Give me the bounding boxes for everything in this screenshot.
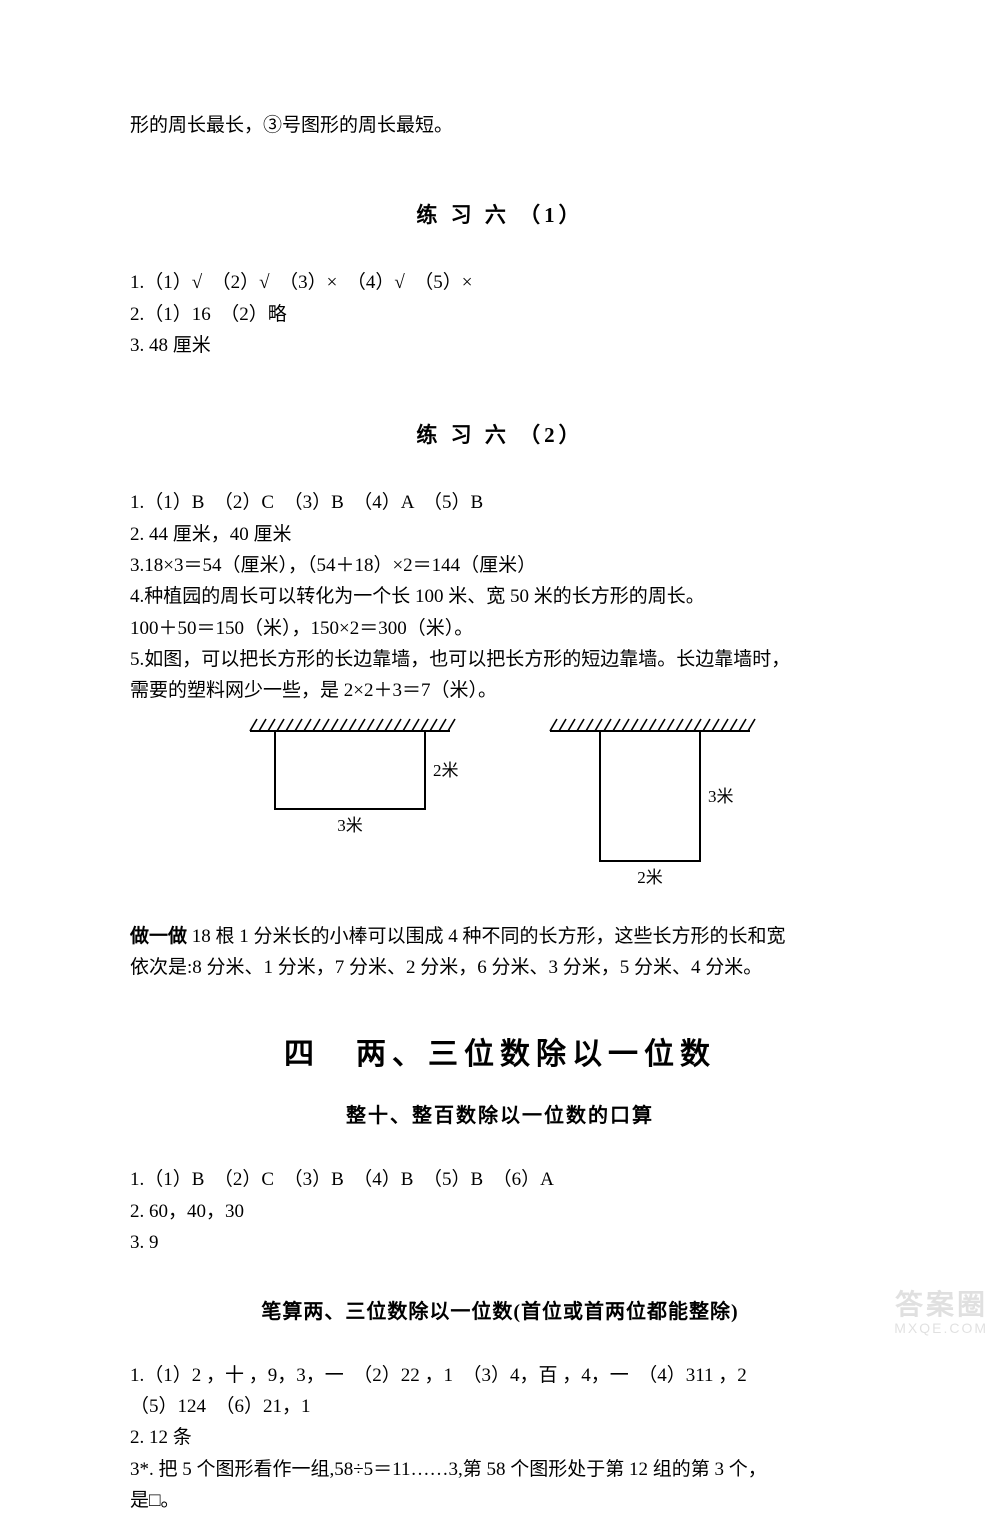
ex6-2-l5: 100＋50＝150（米），150×2＝300（米）。 — [130, 613, 870, 644]
do-line-1-text: 18 根 1 分米长的小棒可以围成 4 种不同的长方形，这些长方形的长和宽 — [187, 926, 786, 947]
figure-1: 2米 3米 — [240, 713, 460, 848]
ex6-2-l2: 2. 44 厘米，40 厘米 — [130, 519, 870, 550]
ex6-2-l7: 需要的塑料网少一些，是 2×2＋3＝7（米）。 — [130, 675, 870, 706]
ex6-1-l2: 2.（1）16 （2）略 — [130, 299, 870, 330]
figures-row: 2米 3米 3米 2米 — [130, 713, 870, 903]
heading-ex6-2: 练 习 六 （2） — [130, 419, 870, 449]
ex6-2-l4: 4.种植园的周长可以转化为一个长 100 米、宽 50 米的长方形的周长。 — [130, 581, 870, 612]
watermark-bottom: MXQE.COM — [894, 1321, 988, 1336]
s4-1-l3: 3. 9 — [130, 1227, 870, 1258]
do-line-1: 做一做 18 根 1 分米长的小棒可以围成 4 种不同的长方形，这些长方形的长和… — [130, 921, 870, 952]
s4-2-l2: （5）124 （6）21，1 — [130, 1391, 870, 1422]
ex6-2-l1: 1.（1）B （2）C （3）B （4）A （5）B — [130, 487, 870, 518]
heading-ex6-1: 练 习 六 （1） — [130, 199, 870, 229]
subheading-4-1: 整十、整百数除以一位数的口算 — [130, 1099, 870, 1128]
intro-line: 形的周长最长，③号图形的周长最短。 — [130, 110, 870, 141]
s4-1-l1: 1.（1）B （2）C （3）B （4）B （5）B （6）A — [130, 1164, 870, 1195]
subheading-4-2: 笔算两、三位数除以一位数(首位或首两位都能整除) — [130, 1295, 870, 1324]
s4-1-l2: 2. 60，40，30 — [130, 1196, 870, 1227]
do-line-2: 依次是:8 分米、1 分米，7 分米、2 分米，6 分米、3 分米，5 分米、4… — [130, 952, 870, 983]
svg-text:2米: 2米 — [637, 868, 663, 887]
ex6-2-l3: 3.18×3＝54（厘米），（54＋18）×2＝144（厘米） — [130, 550, 870, 581]
svg-text:3米: 3米 — [337, 816, 363, 835]
s4-2-l3: 2. 12 条 — [130, 1422, 870, 1453]
ex6-1-l3: 3. 48 厘米 — [130, 330, 870, 361]
watermark: 答案圈 MXQE.COM — [894, 1290, 988, 1336]
chapter-4: 四 两、三位数除以一位数 — [130, 1029, 870, 1073]
ex6-2-l6: 5.如图，可以把长方形的长边靠墙，也可以把长方形的短边靠墙。长边靠墙时， — [130, 644, 870, 675]
s4-2-l4: 3*. 把 5 个图形看作一组,58÷5＝11……3,第 58 个图形处于第 1… — [130, 1454, 870, 1485]
ex6-1-l1: 1.（1）√ （2）√ （3）× （4）√ （5）× — [130, 267, 870, 298]
figure-2: 3米 2米 — [540, 713, 760, 903]
do-label: 做一做 — [130, 926, 187, 947]
svg-text:2米: 2米 — [433, 761, 459, 780]
s4-2-l5: 是□。 — [130, 1485, 870, 1516]
svg-text:3米: 3米 — [708, 787, 734, 806]
s4-2-l1: 1.（1）2 ，十 ，9，3，一 （2）22 ，1 （3）4，百 ，4，一 （4… — [130, 1360, 870, 1391]
watermark-top: 答案圈 — [894, 1290, 988, 1321]
